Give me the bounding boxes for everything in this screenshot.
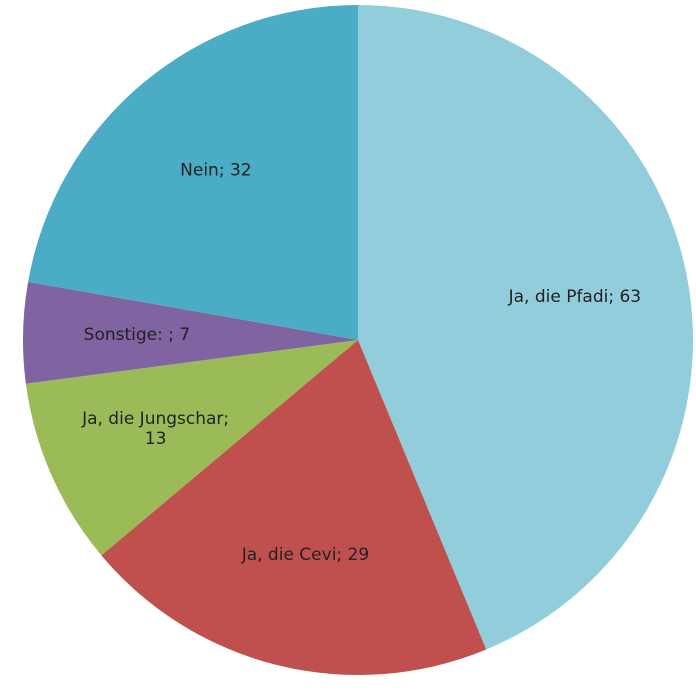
data-label: Sonstige: ; 7 xyxy=(84,325,191,345)
pie-slice xyxy=(101,340,487,676)
data-label: Ja, die Cevi; 29 xyxy=(241,545,370,565)
pie-slice xyxy=(25,340,359,556)
data-label: Ja, die Pfadi; 63 xyxy=(508,287,642,307)
pie-slice xyxy=(28,5,358,340)
pie-slice xyxy=(22,281,358,384)
data-label: Ja, die Jungschar; 13 xyxy=(81,409,229,449)
pie-slice xyxy=(358,5,693,650)
data-label: Nein; 32 xyxy=(180,161,251,181)
data-label-line: Ja, die Jungschar; xyxy=(81,409,229,429)
data-label-line: 13 xyxy=(145,429,167,449)
